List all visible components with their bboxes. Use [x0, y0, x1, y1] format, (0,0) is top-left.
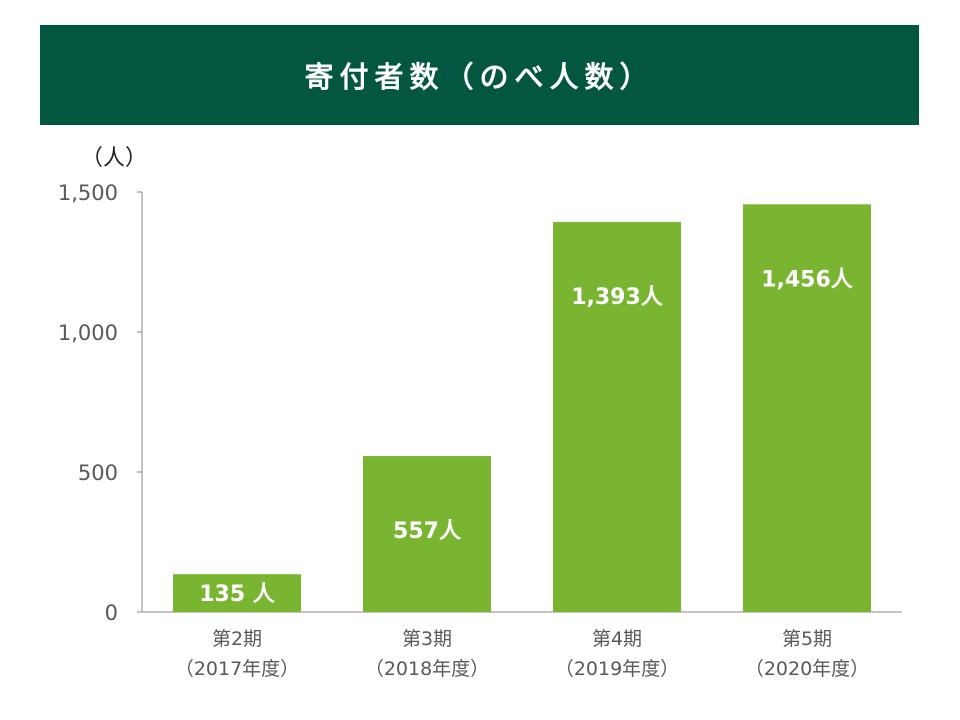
x-tick-label: （2020年度）: [745, 658, 869, 680]
data-label: 1,456人: [761, 267, 853, 292]
y-tick-label: 1,000: [58, 321, 118, 345]
y-axis-label: （人）: [81, 146, 147, 171]
y-tick-label: 500: [78, 461, 118, 485]
chart-title: 寄付者数（のべ人数）: [304, 60, 655, 94]
y-tick-label: 1,500: [58, 181, 118, 205]
x-tick-label: （2017年度）: [175, 658, 299, 680]
data-label: 557人: [393, 519, 461, 544]
title-banner: 寄付者数（のべ人数）: [40, 25, 919, 125]
data-label: 1,393人: [571, 285, 663, 310]
bar: [743, 204, 871, 612]
x-tick-label: 第4期: [592, 628, 642, 650]
x-tick-label: 第5期: [782, 628, 832, 650]
x-tick-label: 第2期: [212, 628, 262, 650]
x-tick-label: 第3期: [402, 628, 452, 650]
bar: [553, 221, 681, 612]
bar: [173, 574, 301, 612]
x-tick-label: （2018年度）: [365, 658, 489, 680]
x-tick-label: （2019年度）: [555, 658, 679, 680]
data-label: 135 人: [199, 582, 275, 607]
bar: [363, 456, 491, 612]
y-tick-label: 0: [105, 601, 118, 625]
